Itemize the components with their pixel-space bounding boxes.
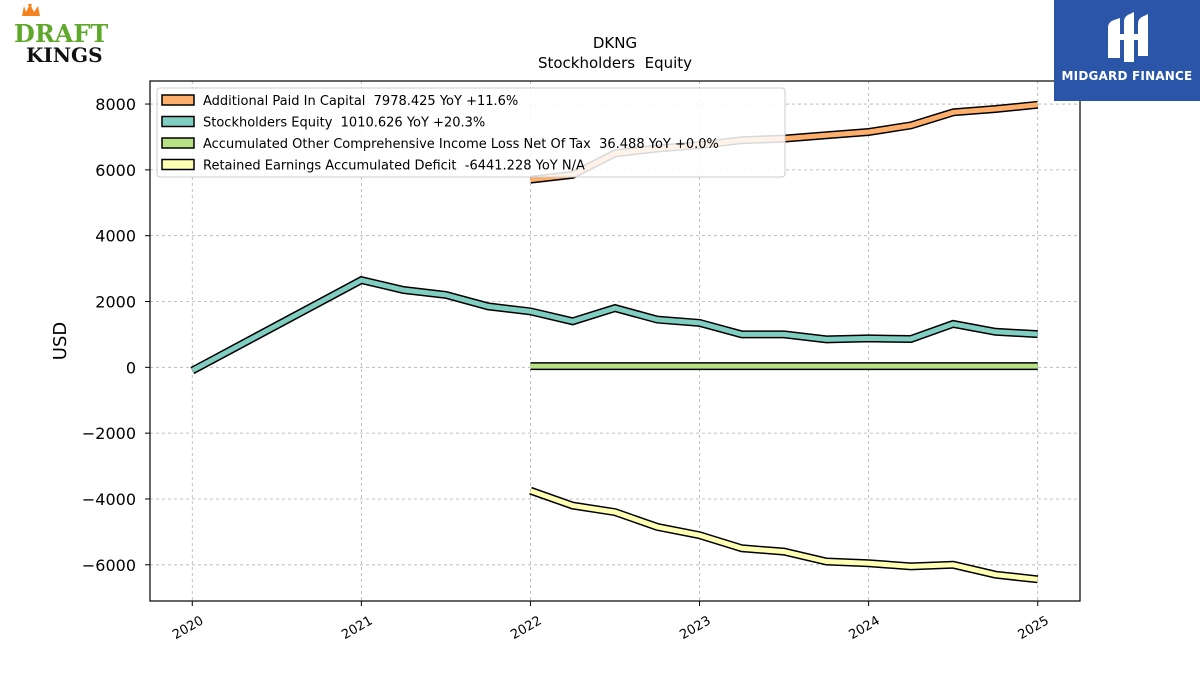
crown-icon: DRAFT KINGS (14, 2, 108, 67)
legend: Additional Paid In Capital 7978.425 YoY … (156, 87, 786, 178)
x-tick-label: 2021 (339, 613, 375, 643)
legend-box (156, 87, 786, 178)
series-line-3 (529, 488, 1038, 582)
legend-label-0: Additional Paid In Capital 7978.425 YoY … (203, 94, 518, 109)
y-tick-label: 0 (126, 358, 136, 377)
logo-word-draft: DRAFT (14, 19, 108, 48)
legend-swatch-3 (161, 158, 195, 171)
y-tick-label: 8000 (95, 95, 136, 114)
x-tick-label: 2020 (170, 613, 206, 643)
legend-label-3: Retained Earnings Accumulated Deficit -6… (203, 159, 585, 174)
legend-label-2: Accumulated Other Comprehensive Income L… (203, 137, 719, 152)
plot-area-frame (149, 80, 1081, 602)
y-tick-label: −4000 (82, 490, 136, 509)
legend-swatch-0 (161, 94, 195, 106)
logo-word-kings: KINGS (26, 43, 103, 66)
legend-swatch-2 (161, 137, 195, 149)
series-line-outline-1 (190, 275, 1038, 375)
y-tick-label: 6000 (95, 161, 136, 180)
midgard-finance-logo: MIDGARD FINANCE (1054, 0, 1200, 101)
legend-swatch-1 (161, 115, 195, 128)
x-tick-label: 2022 (508, 613, 544, 643)
midgard-finance-text: MIDGARD FINANCE (1061, 69, 1193, 83)
draftkings-logo: DRAFT KINGS (4, 2, 120, 67)
y-tick-label: −2000 (82, 424, 136, 443)
midgard-emblem-icon (1108, 12, 1148, 62)
y-tick-label: 2000 (95, 293, 136, 312)
x-tick-label: 2024 (846, 613, 882, 643)
series-line-1 (191, 277, 1038, 373)
legend-label-1: Stockholders Equity 1010.626 YoY +20.3% (203, 116, 485, 131)
y-tick-label: −6000 (82, 556, 136, 575)
chart-title: DKNG (593, 34, 637, 52)
y-tick-label: 4000 (95, 227, 136, 246)
x-axis-ticks: 2020 2021 2022 2023 2024 2025 (170, 601, 1052, 643)
y-axis-label: USD (50, 322, 71, 360)
x-tick-label: 2023 (677, 613, 713, 643)
x-tick-label: 2025 (1016, 613, 1052, 643)
chart-subtitle: Stockholders Equity (538, 54, 692, 72)
y-axis-ticks: −6000 −4000 −2000 0 2000 4000 6000 8000 (82, 95, 150, 575)
